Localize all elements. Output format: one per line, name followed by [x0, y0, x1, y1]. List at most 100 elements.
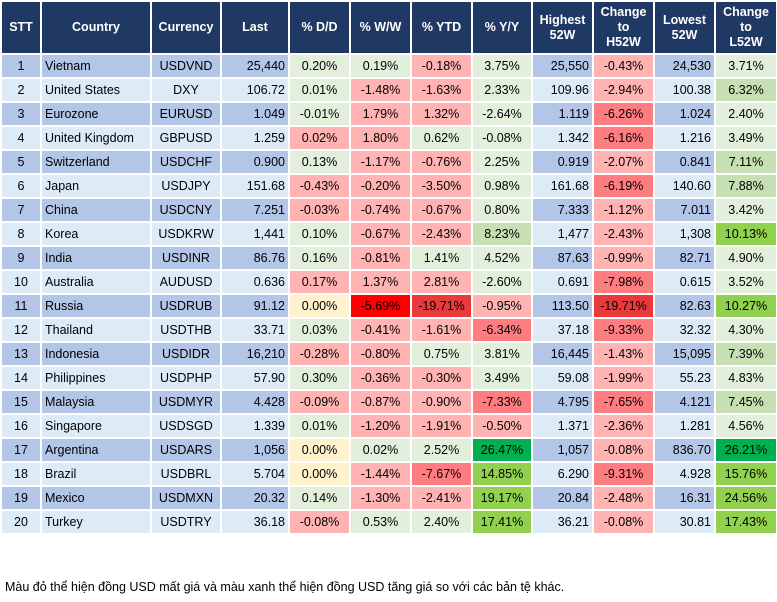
cell-ytd: -1.91% [410, 413, 473, 439]
cell-l52: 3.42% [714, 197, 777, 223]
cell-country: Japan [40, 173, 152, 199]
column-header-country: Country [40, 0, 152, 55]
cell-currency: USDTHB [150, 317, 222, 343]
cell-l52: 24.56% [714, 485, 777, 511]
cell-h52: -6.19% [592, 173, 655, 199]
cell-high: 20.84 [531, 485, 594, 511]
cell-ww: 1.80% [349, 125, 412, 151]
cell-dd: -0.01% [288, 101, 351, 127]
cell-high: 16,445 [531, 341, 594, 367]
cell-dd: 0.01% [288, 413, 351, 439]
cell-country: Argentina [40, 437, 152, 463]
cell-last: 86.76 [220, 245, 290, 271]
cell-high: 87.63 [531, 245, 594, 271]
column-header-ww: % W/W [349, 0, 412, 55]
cell-dd: 0.03% [288, 317, 351, 343]
cell-ytd: -0.67% [410, 197, 473, 223]
cell-currency: DXY [150, 77, 222, 103]
cell-stt: 8 [0, 221, 42, 247]
cell-high: 1.119 [531, 101, 594, 127]
table-row: 12 Thailand USDTHB 33.71 0.03% -0.41% -1.61% -6… [0, 317, 777, 343]
cell-dd: 0.02% [288, 125, 351, 151]
cell-last: 1.259 [220, 125, 290, 151]
cell-l52: 3.49% [714, 125, 777, 151]
cell-country: Singapore [40, 413, 152, 439]
cell-l52: 26.21% [714, 437, 777, 463]
cell-last: 57.90 [220, 365, 290, 391]
cell-h52: -1.99% [592, 365, 655, 391]
cell-low: 100.38 [653, 77, 716, 103]
cell-stt: 4 [0, 125, 42, 151]
cell-last: 36.18 [220, 509, 290, 535]
cell-ww: 1.37% [349, 269, 412, 295]
cell-currency: USDRUB [150, 293, 222, 319]
cell-yy: 19.17% [471, 485, 533, 511]
table-row: 15 Malaysia USDMYR 4.428 -0.09% -0.87% -0.90% -… [0, 389, 777, 415]
cell-high: 1.342 [531, 125, 594, 151]
cell-ytd: -1.63% [410, 77, 473, 103]
cell-country: Philippines [40, 365, 152, 391]
cell-l52: 7.11% [714, 149, 777, 175]
cell-l52: 6.32% [714, 77, 777, 103]
cell-country: United Kingdom [40, 125, 152, 151]
table-row: 8 Korea USDKRW 1,441 0.10% -0.67% -2.43% 8.23% 1… [0, 221, 777, 247]
cell-dd: 0.17% [288, 269, 351, 295]
cell-country: Switzerland [40, 149, 152, 175]
column-header-h52: Change to H52W [592, 0, 655, 55]
cell-stt: 11 [0, 293, 42, 319]
cell-last: 20.32 [220, 485, 290, 511]
cell-country: Indonesia [40, 341, 152, 367]
cell-yy: -6.34% [471, 317, 533, 343]
cell-last: 7.251 [220, 197, 290, 223]
cell-currency: USDIDR [150, 341, 222, 367]
cell-country: Russia [40, 293, 152, 319]
cell-yy: 2.25% [471, 149, 533, 175]
cell-last: 106.72 [220, 77, 290, 103]
cell-stt: 12 [0, 317, 42, 343]
cell-currency: USDCHF [150, 149, 222, 175]
cell-last: 1,441 [220, 221, 290, 247]
cell-last: 4.428 [220, 389, 290, 415]
cell-yy: 3.81% [471, 341, 533, 367]
cell-yy: 8.23% [471, 221, 533, 247]
cell-high: 59.08 [531, 365, 594, 391]
cell-dd: -0.03% [288, 197, 351, 223]
cell-yy: 2.33% [471, 77, 533, 103]
cell-stt: 20 [0, 509, 42, 535]
cell-dd: 0.16% [288, 245, 351, 271]
cell-currency: USDTRY [150, 509, 222, 535]
cell-low: 32.32 [653, 317, 716, 343]
cell-dd: -0.08% [288, 509, 351, 535]
cell-h52: -6.26% [592, 101, 655, 127]
cell-ww: -0.81% [349, 245, 412, 271]
cell-last: 151.68 [220, 173, 290, 199]
cell-h52: -2.94% [592, 77, 655, 103]
cell-l52: 4.56% [714, 413, 777, 439]
cell-h52: -9.33% [592, 317, 655, 343]
cell-dd: 0.10% [288, 221, 351, 247]
cell-ytd: -0.18% [410, 53, 473, 79]
cell-l52: 4.83% [714, 365, 777, 391]
cell-dd: 0.00% [288, 293, 351, 319]
cell-high: 4.795 [531, 389, 594, 415]
cell-l52: 10.27% [714, 293, 777, 319]
cell-yy: 4.52% [471, 245, 533, 271]
table-row: 16 Singapore USDSGD 1.339 0.01% -1.20% -1.91% -… [0, 413, 777, 439]
cell-last: 33.71 [220, 317, 290, 343]
currency-table: STT Country Currency Last% D/D% W/W% YTD% Y… [0, 0, 777, 535]
cell-ww: 0.19% [349, 53, 412, 79]
cell-stt: 1 [0, 53, 42, 79]
cell-low: 15,095 [653, 341, 716, 367]
cell-country: Mexico [40, 485, 152, 511]
cell-ww: 0.53% [349, 509, 412, 535]
cell-currency: USDKRW [150, 221, 222, 247]
cell-low: 30.81 [653, 509, 716, 535]
column-header-l52: Change to L52W [714, 0, 777, 55]
cell-ytd: -0.76% [410, 149, 473, 175]
cell-ww: -0.20% [349, 173, 412, 199]
column-header-last: Last [220, 0, 290, 55]
cell-ww: -1.20% [349, 413, 412, 439]
table-row: 4 United Kingdom GBPUSD 1.259 0.02% 1.80% 0.62… [0, 125, 777, 151]
cell-l52: 7.88% [714, 173, 777, 199]
cell-currency: USDMYR [150, 389, 222, 415]
